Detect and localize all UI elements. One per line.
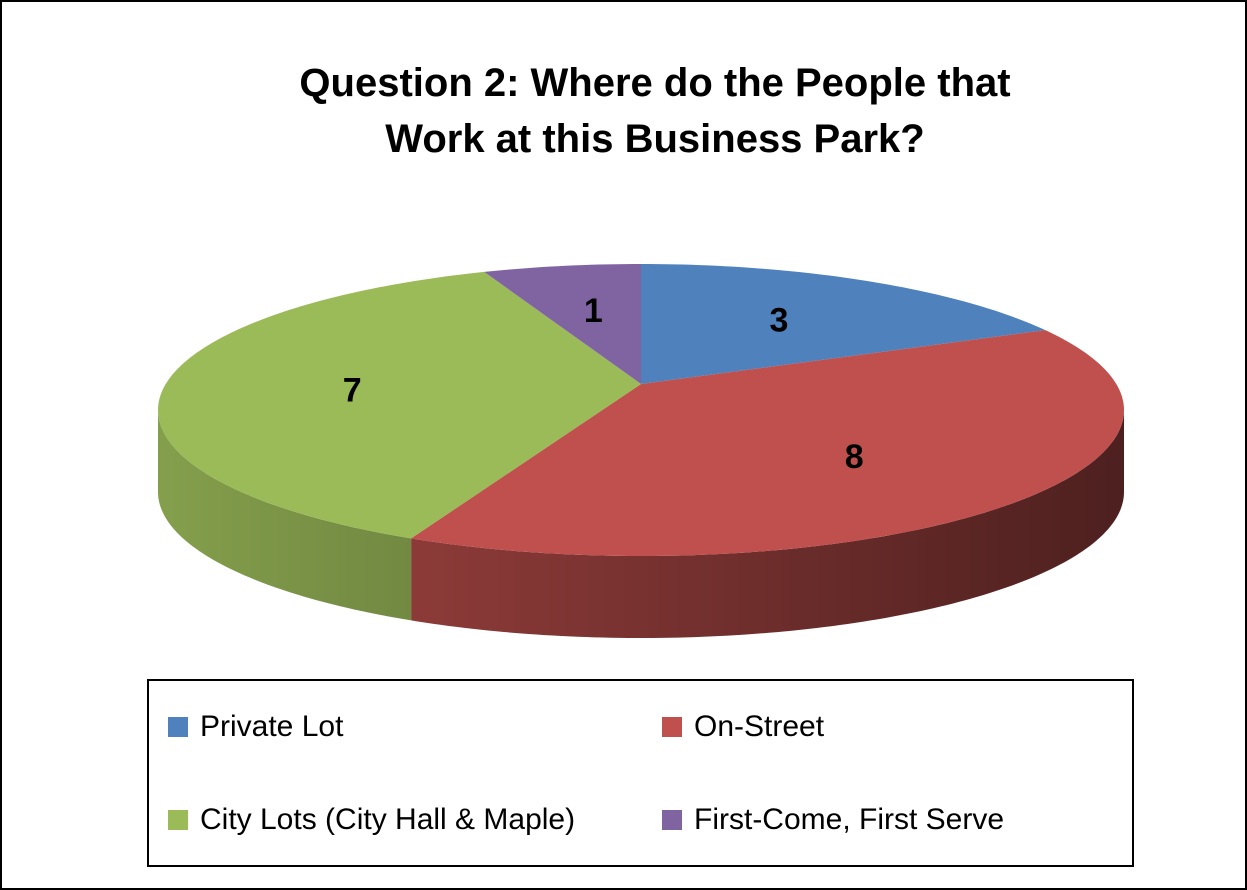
legend-label: Private Lot — [200, 710, 344, 743]
slice-side — [411, 410, 1124, 638]
legend-swatch — [662, 717, 682, 737]
legend-box — [147, 679, 1134, 867]
data-label: 3 — [769, 302, 788, 340]
chart-title: Question 2: Where do the People that Work… — [299, 61, 1010, 161]
data-label: 8 — [845, 438, 864, 476]
slice — [158, 271, 641, 539]
slice — [411, 330, 1124, 556]
data-label: 1 — [584, 292, 603, 330]
legend-label: First-Come, First Serve — [694, 803, 1004, 836]
legend-label: On-Street — [694, 710, 825, 743]
slice-side — [158, 410, 412, 621]
legend-swatch — [168, 717, 188, 737]
legend-swatch — [662, 810, 682, 830]
slice — [641, 264, 1046, 384]
legend-label: City Lots (City Hall & Maple) — [200, 803, 575, 836]
legend-swatch — [168, 810, 188, 830]
slice — [484, 264, 641, 384]
data-label: 7 — [343, 371, 362, 409]
